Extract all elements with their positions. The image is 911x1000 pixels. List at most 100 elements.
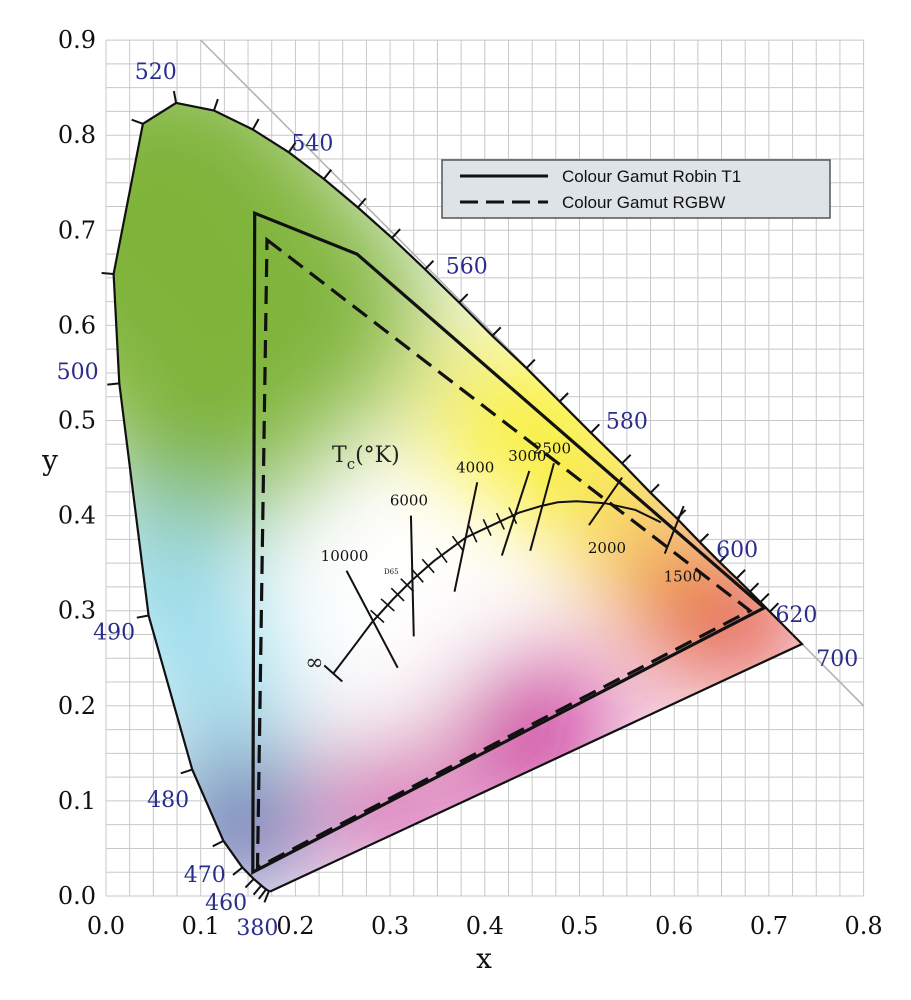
x-tick-label: 0.6 [655,912,693,940]
wavelength-label: 490 [93,620,135,645]
isotherm-line [409,515,415,637]
locus-tick [491,326,502,337]
x-tick-labels: 0.0 0.1 0.2 0.3 0.4 0.5 0.6 0.7 0.8 [87,912,883,940]
wavelength-label: 620 [775,603,817,628]
isotherm-label: 2000 [588,539,626,557]
x-tick-label: 0.7 [750,912,788,940]
locus-tick [244,878,255,889]
locus-tick [263,890,270,903]
planck-minor-tick [390,587,405,602]
gamut-series [251,210,768,875]
isotherm-label: 1500 [664,568,702,586]
locus-tick [232,866,243,876]
planck-minor-tick [400,578,415,592]
locus-tick [718,552,729,563]
isotherm-label: 10000 [321,547,369,565]
y-tick-label: 0.1 [58,787,96,815]
y-tick-label: 0.9 [58,26,96,54]
locus-tick [391,228,401,239]
gamut-robin-t1-polygon [251,210,768,875]
color-blob [153,620,286,754]
planck-minor-tick [370,609,385,624]
locus-tick [107,382,120,386]
wavelength-label: 500 [57,360,99,385]
isotherm-line [453,482,479,592]
wavelength-label: 580 [606,410,648,435]
color-temperature-label: Tc(°K) [332,443,400,473]
locus-tick [251,118,260,130]
isotherm-label: 3000 [508,447,546,465]
wavelength-label: 540 [291,132,333,157]
planckian-locus-minor-ticks [370,507,518,624]
x-tick-label: 0.5 [560,912,598,940]
planckian-locus-curve [332,500,662,675]
color-blob [113,306,315,535]
x-tick-label: 0.2 [276,912,314,940]
y-tick-label: 0.6 [58,311,96,339]
color-blob [645,582,741,678]
x-tick-label: 0.4 [466,912,504,940]
planck-minor-tick [508,507,518,525]
isotherm-label: 2500 [533,439,571,457]
locus-tick [558,392,569,403]
wavelength-label: 480 [147,788,189,813]
planck-minor-tick [435,547,448,564]
planck-minor-tick [482,518,492,536]
locus-tick [258,888,267,900]
planck-minor-tick [421,558,435,574]
planck-minor-tick [451,535,464,552]
y-tick-label: 0.5 [58,407,96,435]
y-tick-label: 0.0 [58,882,96,910]
legend: Colour Gamut Robin T1 Colour Gamut RGBW [441,159,831,219]
planck-minor-tick [410,568,424,583]
y-tick-label: 0.2 [58,692,96,720]
isotherm-label: 4000 [456,458,494,476]
legend-entry-robin-t1: Colour Gamut Robin T1 [562,167,741,186]
isotherm-line [588,476,623,526]
locus-tick [131,118,144,125]
infinity-end-cap [323,664,343,683]
y-tick-labels: 0.0 0.1 0.2 0.3 0.4 0.5 0.6 0.7 0.8 0.9 [58,26,96,910]
locus-tick [749,582,760,593]
locus-tick [323,168,333,180]
wavelength-label: 380 [236,916,278,941]
locus-tick [212,839,224,848]
spectral-locus-outline [112,101,804,893]
infinity-symbol: ∞ [305,650,323,675]
wavelength-label: 460 [205,891,247,916]
x-axis-title: x [476,942,492,975]
locus-tick [172,90,178,104]
y-tick-label: 0.7 [58,216,96,244]
locus-tick [525,358,536,369]
wavelength-label: 470 [184,863,226,888]
color-blob [333,582,447,697]
x-tick-label: 0.1 [182,912,220,940]
y-tick-label: 0.4 [58,502,96,530]
legend-box [441,159,831,219]
axes: 0.0 0.1 0.2 0.3 0.4 0.5 0.6 0.7 0.8 0.0 0.1 0.2 0.3… [41,26,883,975]
planck-minor-tick [380,598,395,612]
isotherm-line [345,570,399,669]
isotherm-line [529,463,555,552]
locus-tick [769,602,780,613]
locus-tick [759,592,770,603]
locus-tick [136,614,149,619]
d65-label: D65 [384,568,399,576]
locus-tick [735,569,746,580]
locus-tick [621,454,632,465]
x-tick-label: 0.0 [87,912,125,940]
y-tick-label: 0.3 [58,597,96,625]
isotherm-line [500,470,531,556]
locus-tick [213,98,219,111]
wavelength-label: 560 [446,254,488,279]
locus-tick [458,293,469,304]
wavelength-label: 600 [716,538,758,563]
locus-tick [590,423,601,434]
locus-tick [252,884,263,896]
y-axis-title: y [41,444,58,477]
wavelength-label: 700 [816,647,858,672]
